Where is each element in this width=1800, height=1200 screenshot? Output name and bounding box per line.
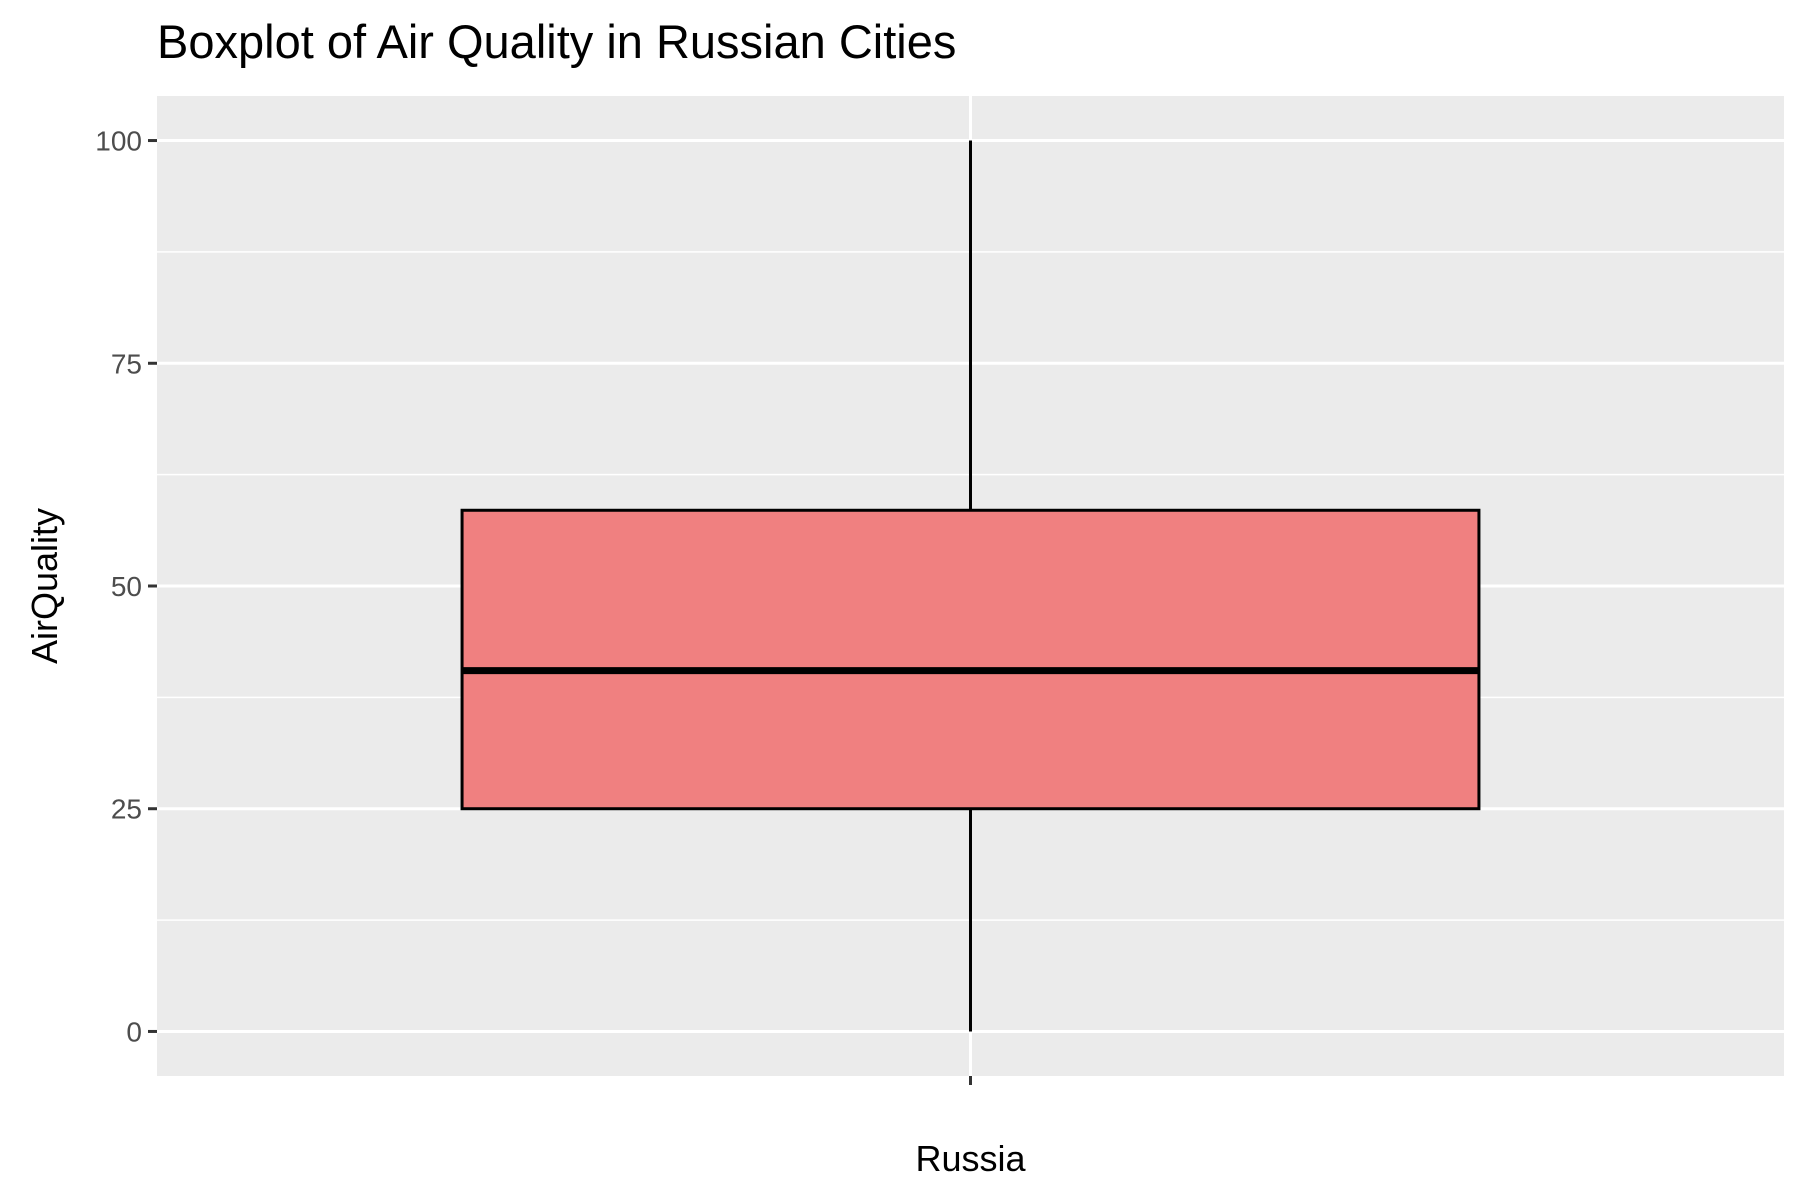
- x-tick-label: Russia: [915, 1138, 1026, 1179]
- box-iqr: [460, 508, 1481, 811]
- y-axis-title: AirQuality: [24, 508, 65, 664]
- y-tick-label: 25: [111, 794, 142, 825]
- box-group: [460, 140, 1481, 1032]
- axes: 0 25 50 75 100 Russia: [95, 126, 1026, 1179]
- y-tick-label: 0: [126, 1016, 142, 1047]
- y-tick-label: 50: [111, 571, 142, 602]
- boxes: [460, 140, 1481, 1032]
- chart-title: Boxplot of Air Quality in Russian Cities: [157, 15, 957, 68]
- y-tick-label: 100: [95, 126, 142, 157]
- y-tick-label: 75: [111, 348, 142, 379]
